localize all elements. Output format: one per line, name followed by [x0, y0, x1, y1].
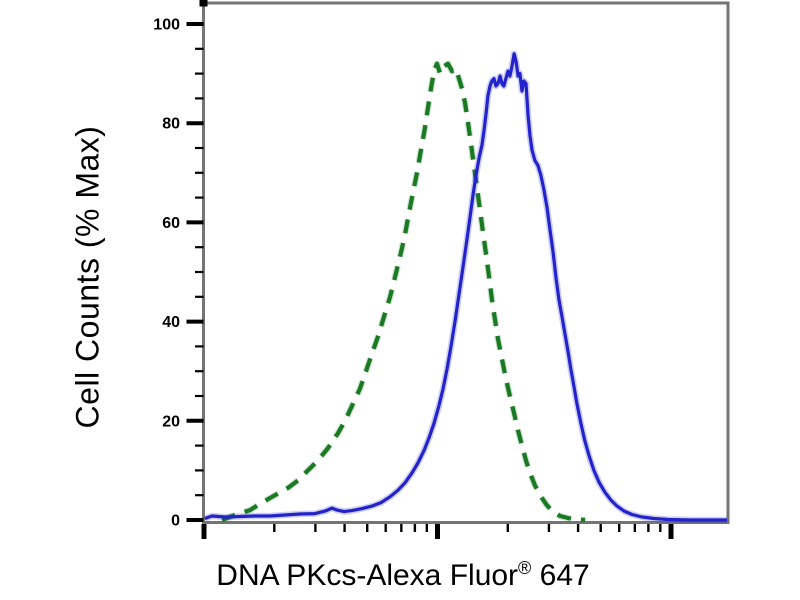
x-axis-title: DNA PKcs-Alexa Fluor® 647: [216, 558, 590, 593]
registered-trademark-symbol: ®: [518, 558, 532, 578]
x-axis-ticks: [201, 524, 674, 539]
y-tick-label: 60: [162, 215, 180, 232]
y-axis-ticks: 0 20 40 60 80 100: [153, 17, 204, 530]
x-axis-title-suffix: 647: [531, 559, 590, 592]
y-axis-top-cap: [199, 0, 208, 7]
y-tick-label: 100: [153, 17, 180, 34]
y-tick-label: 20: [162, 413, 180, 430]
blue-solid-histogram: [204, 52, 727, 522]
green-dashed-histogram: [221, 61, 586, 523]
y-tick-label: 0: [171, 513, 180, 530]
y-tick-label: 80: [162, 116, 180, 133]
y-axis-title: Cell Counts (% Max): [69, 125, 106, 429]
y-tick-label: 40: [162, 314, 180, 331]
x-axis-title-main: DNA PKcs-Alexa Fluor: [216, 559, 519, 592]
plot-frame: [202, 1, 730, 524]
